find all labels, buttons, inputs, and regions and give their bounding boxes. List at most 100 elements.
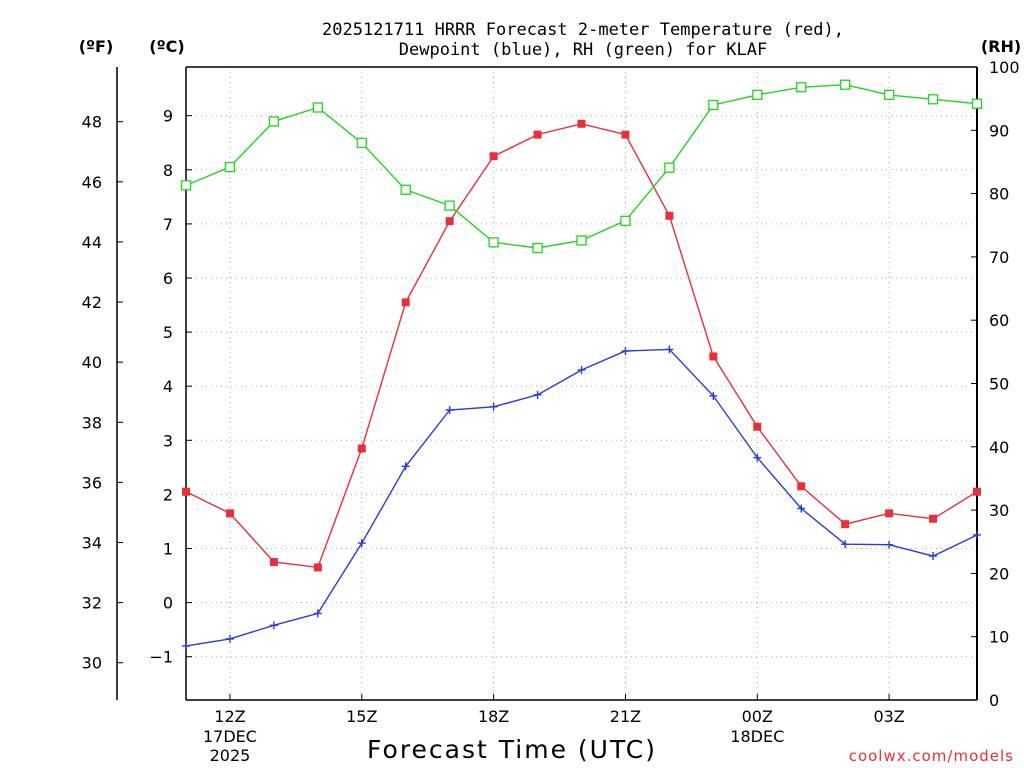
rh-point bbox=[356, 137, 367, 149]
x-tick-label: 03Z bbox=[873, 707, 904, 726]
rh-tick-label: 40 bbox=[989, 438, 1009, 457]
celsius-tick-label: 1 bbox=[163, 540, 173, 559]
rh-point bbox=[840, 79, 851, 90]
temperature-point bbox=[709, 352, 718, 361]
rh-tick-label: 20 bbox=[989, 564, 1009, 583]
dewpoint-point bbox=[973, 530, 981, 539]
celsius-tick-label: 2 bbox=[163, 485, 173, 504]
dewpoint-point bbox=[753, 453, 762, 462]
rh-tick-label: 0 bbox=[989, 691, 999, 710]
temperature-point bbox=[269, 558, 278, 567]
grid-lines bbox=[186, 67, 977, 700]
dewpoint-point bbox=[841, 540, 850, 549]
series-layer bbox=[180, 79, 983, 650]
temperature-point bbox=[973, 487, 981, 496]
x-tick-date-label: 18DEC bbox=[730, 727, 784, 746]
rh-tick-label: 90 bbox=[989, 121, 1009, 140]
dewpoint-point bbox=[797, 504, 806, 513]
rh-unit-label: (RH) bbox=[981, 37, 1021, 56]
rh-point bbox=[400, 184, 411, 195]
dewpoint-line bbox=[185, 348, 978, 647]
fahrenheit-tick-label: 42 bbox=[82, 293, 102, 312]
fahrenheit-tick-label: 36 bbox=[82, 473, 102, 492]
temperature-point bbox=[225, 509, 234, 518]
temperature-point bbox=[445, 217, 454, 226]
x-tick-date-label: 17DEC bbox=[203, 727, 257, 746]
temperature-point bbox=[357, 444, 366, 453]
temperature-point bbox=[621, 130, 630, 139]
temperature-point bbox=[489, 152, 498, 161]
dewpoint-point bbox=[401, 462, 410, 471]
rh-point bbox=[576, 235, 587, 246]
temperature-point bbox=[401, 298, 410, 307]
watermark: coolwx.com/models bbox=[849, 747, 1014, 765]
x-tick-label: 15Z bbox=[346, 707, 377, 726]
rh-point bbox=[180, 180, 192, 191]
rh-point bbox=[664, 162, 675, 173]
temperature-point bbox=[577, 119, 586, 128]
dewpoint-point bbox=[709, 391, 718, 400]
dewpoint-point bbox=[269, 621, 278, 630]
temperature-point bbox=[929, 514, 938, 523]
rh-point bbox=[312, 102, 323, 113]
dewpoint-point bbox=[885, 540, 894, 549]
temperature-point bbox=[313, 563, 322, 572]
temperature-point bbox=[841, 520, 850, 529]
chart-title-line1: 2025121711 HRRR Forecast 2-meter Tempera… bbox=[322, 20, 844, 40]
temperature-point bbox=[533, 130, 542, 139]
x-tick-year-label: 2025 bbox=[210, 746, 251, 765]
dewpoint-point bbox=[533, 390, 542, 399]
fahrenheit-tick-label: 38 bbox=[82, 413, 102, 432]
celsius-tick-label: 3 bbox=[163, 431, 173, 450]
rh-point bbox=[927, 94, 939, 105]
temperature-point bbox=[182, 487, 190, 496]
temperature-point bbox=[797, 482, 806, 491]
x-axis-title: Forecast Time (UTC) bbox=[367, 735, 657, 764]
rh-tick-label: 100 bbox=[989, 58, 1020, 77]
fahrenheit-tick-label: 30 bbox=[82, 654, 102, 673]
rh-tick-label: 70 bbox=[989, 248, 1009, 267]
rh-tick-label: 50 bbox=[989, 375, 1009, 394]
tick-labels: −101234567893032343638404244464801020304… bbox=[82, 58, 1020, 765]
dewpoint-point bbox=[577, 365, 586, 374]
rh-point bbox=[224, 161, 236, 173]
celsius-tick-label: −1 bbox=[149, 648, 173, 667]
celsius-tick-label: 8 bbox=[163, 161, 173, 180]
celsius-tick-label: 0 bbox=[163, 594, 173, 613]
dewpoint-point bbox=[665, 345, 674, 354]
fahrenheit-tick-label: 44 bbox=[82, 233, 102, 252]
rh-tick-label: 60 bbox=[989, 311, 1009, 330]
x-tick-label: 12Z bbox=[214, 707, 245, 726]
rh-point bbox=[488, 237, 499, 248]
temperature-point bbox=[885, 509, 894, 518]
dewpoint-point bbox=[225, 634, 234, 643]
rh-point bbox=[883, 89, 895, 101]
fahrenheit-tick-label: 34 bbox=[82, 534, 102, 553]
dewpoint-point bbox=[182, 641, 190, 650]
rh-point bbox=[708, 99, 719, 111]
celsius-tick-label: 6 bbox=[163, 269, 173, 288]
rh-tick-label: 30 bbox=[989, 501, 1009, 520]
temperature-point bbox=[665, 211, 674, 220]
x-tick-label: 18Z bbox=[478, 707, 509, 726]
rh-point bbox=[752, 89, 763, 101]
celsius-tick-label: 9 bbox=[163, 107, 173, 126]
rh-point bbox=[971, 98, 983, 109]
rh-point bbox=[532, 242, 543, 254]
celsius-unit-label: (ºC) bbox=[149, 37, 184, 56]
axes bbox=[116, 66, 978, 701]
x-tick-label: 00Z bbox=[742, 707, 773, 726]
rh-tick-label: 80 bbox=[989, 185, 1009, 204]
rh-point bbox=[444, 200, 455, 211]
dewpoint-point bbox=[445, 406, 454, 415]
fahrenheit-tick-label: 46 bbox=[82, 173, 102, 192]
celsius-tick-label: 7 bbox=[163, 215, 173, 234]
fahrenheit-tick-label: 32 bbox=[82, 594, 102, 613]
chart-title-line2: Dewpoint (blue), RH (green) for KLAF bbox=[399, 40, 767, 60]
fahrenheit-tick-label: 40 bbox=[82, 353, 102, 372]
rh-point bbox=[268, 116, 280, 127]
rh-point bbox=[796, 82, 807, 93]
temperature-point bbox=[753, 422, 762, 431]
dewpoint-point bbox=[489, 402, 498, 411]
